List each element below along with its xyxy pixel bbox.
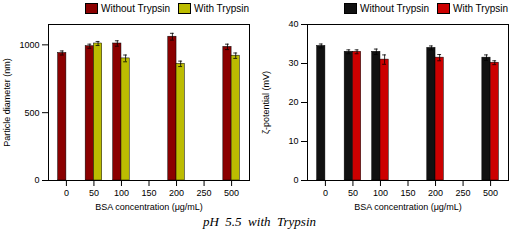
svg-text:BSA concentration (μg/mL): BSA concentration (μg/mL)	[354, 202, 462, 212]
svg-text:40: 40	[288, 19, 298, 29]
svg-text:0: 0	[323, 188, 328, 198]
svg-text:100: 100	[373, 188, 388, 198]
svg-text:200: 200	[169, 188, 184, 198]
svg-text:250: 250	[456, 188, 471, 198]
svg-text:250: 250	[197, 188, 212, 198]
svg-text:0: 0	[34, 175, 39, 185]
svg-text:0: 0	[64, 188, 69, 198]
svg-text:20: 20	[288, 97, 298, 107]
svg-text:1000: 1000	[19, 40, 39, 50]
svg-text:0: 0	[293, 175, 298, 185]
svg-text:500: 500	[24, 108, 39, 118]
html-text:Without Trypsin: Without Trypsin	[360, 2, 429, 14]
svg-text:500: 500	[224, 188, 239, 198]
svg-text:Particle diameter (nm): Particle diameter (nm)	[2, 58, 12, 147]
svg-text:ζ-potential (mV): ζ-potential (mV)	[261, 71, 271, 134]
svg-text:50: 50	[348, 188, 358, 198]
html-text:With Trypsin: With Trypsin	[453, 2, 508, 14]
svg-text:150: 150	[141, 188, 156, 198]
svg-text:50: 50	[89, 188, 99, 198]
svg-text:BSA concentration (μg/mL): BSA concentration (μg/mL)	[95, 202, 203, 212]
svg-text:500: 500	[483, 188, 498, 198]
html-text:pH 5.5 with Trypsin: pH 5.5 with Trypsin	[203, 214, 316, 229]
html-text:With Trypsin: With Trypsin	[194, 2, 249, 14]
html-text:Without Trypsin: Without Trypsin	[101, 2, 170, 14]
svg-text:200: 200	[428, 188, 443, 198]
svg-text:10: 10	[288, 136, 298, 146]
svg-text:100: 100	[114, 188, 129, 198]
svg-text:30: 30	[288, 58, 298, 68]
svg-text:150: 150	[400, 188, 415, 198]
